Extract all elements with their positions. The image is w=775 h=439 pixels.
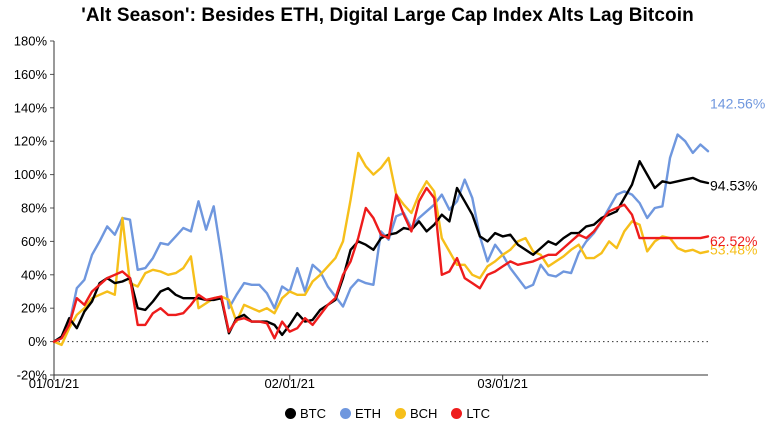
series-line-btc [52, 159, 710, 343]
end-label-eth: 142.56% [710, 96, 765, 112]
x-tick-label: 01/01/21 [29, 376, 80, 391]
y-tick-label: 140% [14, 100, 48, 115]
legend-label: ETH [354, 406, 381, 421]
y-tick-label: -20% [17, 368, 48, 383]
legend-label: BTC [299, 406, 326, 421]
x-tick-label: 03/01/21 [477, 376, 528, 391]
y-tick-label: 100% [14, 167, 48, 182]
end-label-btc: 94.53% [710, 178, 757, 194]
series-line-bch [52, 151, 710, 347]
legend-item-eth: ETH [339, 406, 381, 421]
end-label-ltc: 62.52% [710, 233, 757, 249]
x-tick-label: 02/01/21 [264, 376, 315, 391]
legend-item-bch: BCH [394, 406, 438, 421]
chart-title: 'Alt Season': Besides ETH, Digital Large… [81, 5, 694, 26]
legend: BTC ETH BCH LTC [0, 406, 775, 421]
legend-item-ltc: LTC [451, 406, 490, 421]
legend-label: BCH [409, 406, 438, 421]
legend-swatch [451, 408, 463, 419]
y-tick-label: 120% [14, 134, 48, 149]
y-tick-label: 160% [14, 67, 48, 82]
legend-swatch [339, 408, 351, 419]
y-tick-label: 40% [21, 267, 47, 282]
y-tick-label: 20% [21, 301, 47, 316]
legend-item-btc: BTC [284, 406, 326, 421]
y-tick-label: 80% [21, 201, 47, 216]
legend-swatch [394, 408, 406, 419]
y-tick-label: 60% [21, 234, 47, 249]
legend-label: LTC [466, 406, 491, 421]
end-label-bch: 53.48% [710, 241, 757, 257]
legend-swatch [284, 408, 296, 419]
y-tick-label: 0% [28, 334, 47, 349]
series-line-ltc [52, 186, 710, 343]
y-tick-label: 180% [14, 34, 48, 49]
